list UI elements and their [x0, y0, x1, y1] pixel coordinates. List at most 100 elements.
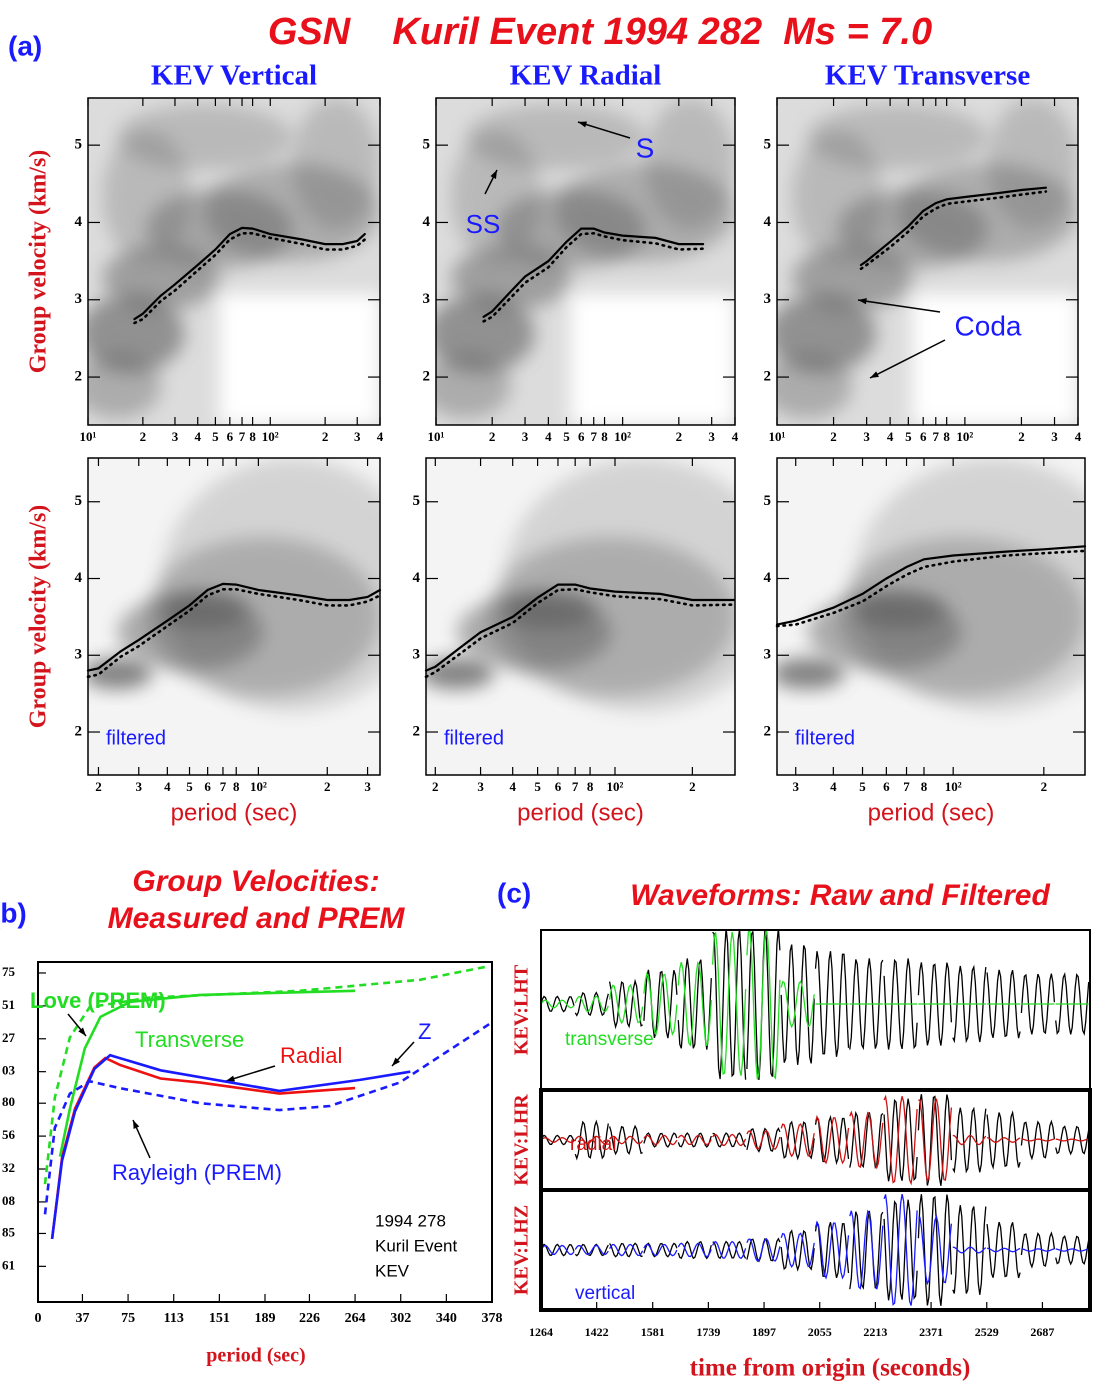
shade-blob — [987, 98, 1078, 229]
y-tick-label: 75 — [2, 964, 16, 979]
dispersion-curve — [859, 190, 1048, 271]
filtered-waveform — [814, 1220, 850, 1280]
x-tick-label: 10² — [956, 429, 973, 444]
panel-title: Measured and PREM — [108, 902, 406, 935]
x-tick-label: 4 — [509, 779, 516, 794]
filtered-waveform — [883, 1094, 918, 1186]
y-tick-label: 2 — [75, 369, 83, 385]
arrow-line — [225, 1065, 276, 1082]
filtered-waveform — [780, 980, 815, 1029]
dispersion-curve — [482, 231, 705, 323]
x-tick-label: 4 — [194, 429, 201, 444]
arrow-line — [577, 121, 631, 139]
x-tick-label: 10¹ — [428, 429, 445, 444]
y-tick-label: 4 — [75, 570, 83, 586]
note: KEV — [375, 1261, 410, 1280]
x-tick-label: 226 — [299, 1311, 320, 1326]
x-tick-label: 2 — [676, 429, 683, 444]
filtered-waveform — [918, 1214, 953, 1286]
background-shading — [426, 458, 735, 775]
dispersion-curve — [424, 587, 736, 679]
x-tick-label: 3 — [708, 429, 715, 444]
x-tick-label: 2687 — [1030, 1325, 1054, 1339]
y-tick-label: 61 — [2, 1257, 15, 1272]
arrow-line — [857, 299, 941, 313]
raw-waveform — [1020, 1231, 1056, 1269]
arrow-head — [858, 298, 867, 305]
x-tick-label: 1264 — [529, 1325, 553, 1339]
x-tick-label: 7 — [572, 779, 579, 794]
x-tick-label: 2 — [322, 429, 329, 444]
filtered-waveform — [987, 1247, 1021, 1253]
background-shading — [88, 458, 380, 775]
trace-name: transverse — [565, 1029, 654, 1050]
x-tick-label: 4 — [887, 429, 894, 444]
velocity-curve — [50, 1053, 411, 1240]
trace-frame — [539, 1188, 1092, 1312]
raw-waveform — [541, 1243, 575, 1257]
x-tick-label: 6 — [920, 429, 927, 444]
raw-waveform — [677, 1240, 712, 1260]
shade-blob — [777, 657, 845, 690]
filtered-waveform — [711, 931, 747, 1076]
x-tick-label: 7 — [239, 429, 246, 444]
trace — [541, 1094, 1090, 1186]
x-tick-label: 7 — [903, 779, 910, 794]
raw-waveform — [917, 1094, 953, 1186]
y-tick-label: 85 — [2, 1224, 16, 1239]
arrow-line — [869, 339, 946, 379]
trace-label: KEV:LHZ — [511, 1205, 533, 1295]
x-tick-label: 5 — [534, 779, 541, 794]
filtered-waveform — [986, 1137, 1021, 1143]
x-tick-label: 2371 — [919, 1325, 943, 1339]
shade-blob — [777, 294, 877, 373]
x-axis-label: period (sec) — [171, 799, 298, 826]
arrow-head — [870, 371, 879, 378]
x-tick-label: 6 — [227, 429, 234, 444]
plot-frame — [435, 97, 736, 426]
arrow-head — [226, 1075, 235, 1082]
x-tick-label: 5 — [186, 779, 193, 794]
x-tick-label: 3 — [172, 429, 179, 444]
x-tick-label: 4 — [545, 429, 552, 444]
x-tick-label: 264 — [345, 1311, 366, 1326]
raw-waveform — [574, 1243, 609, 1257]
filtered-waveform — [574, 1135, 609, 1145]
shade-blob — [436, 294, 535, 373]
y-axis-label: Group velocity (km/s) — [26, 505, 52, 729]
filtered-waveform — [574, 1244, 609, 1256]
filtered-waveform — [952, 1134, 987, 1146]
raw-waveform — [952, 1106, 987, 1174]
x-tick-label: 4 — [377, 429, 384, 444]
x-tick-label: 2529 — [975, 1325, 999, 1339]
shade-blob — [854, 591, 947, 630]
panel-title: Waveforms: Raw and Filtered — [630, 879, 1050, 912]
panel-label: (a) — [8, 30, 42, 61]
subplot-title: KEV Transverse — [825, 60, 1031, 92]
trace — [541, 1193, 1090, 1306]
y-tick-label: 2 — [423, 369, 431, 385]
filtered-waveform — [677, 1242, 712, 1258]
x-tick-label: 3 — [863, 429, 870, 444]
subplot-title: KEV Radial — [510, 60, 662, 92]
dispersion-curve — [133, 226, 366, 321]
x-tick-label: 1739 — [696, 1325, 720, 1339]
filtered-waveform — [849, 1110, 884, 1170]
raw-waveform — [677, 1132, 712, 1148]
x-tick-label: 2 — [830, 429, 837, 444]
x-tick-label: 3 — [364, 779, 371, 794]
y-tick-label: 2 — [413, 723, 421, 739]
annotation: SS — [466, 209, 501, 239]
filtered-waveform — [677, 961, 712, 1047]
filtered-waveform — [1055, 1138, 1089, 1142]
raw-waveform — [608, 1124, 643, 1156]
trace — [541, 930, 1090, 1080]
x-tick-label: 7 — [220, 779, 227, 794]
raw-waveform — [643, 969, 678, 1039]
filtered-waveform — [1021, 1138, 1055, 1142]
dispersion-curve — [133, 232, 367, 325]
shade-blob — [102, 130, 191, 262]
plot-frame — [776, 457, 1086, 776]
y-tick-label: 4 — [423, 214, 431, 230]
y-tick-label: 03 — [2, 1063, 16, 1078]
